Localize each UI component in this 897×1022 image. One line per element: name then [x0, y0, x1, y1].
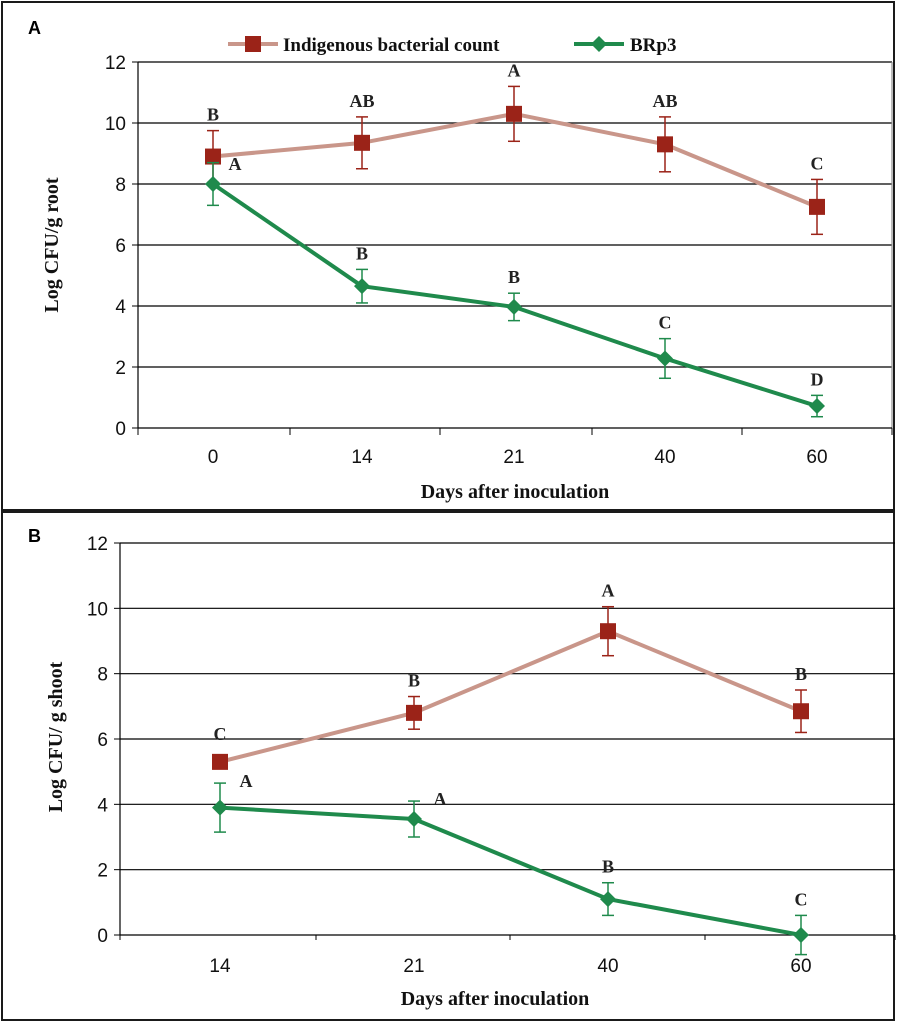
y-tick-label: 2 — [97, 861, 108, 882]
panel-label: B — [28, 526, 41, 546]
data-point — [406, 704, 422, 721]
x-tick-label: 21 — [403, 956, 424, 977]
data-point — [212, 799, 228, 816]
data-point — [657, 136, 673, 153]
series-line — [211, 182, 818, 408]
significance-letter: B — [508, 267, 520, 287]
data-point — [809, 198, 825, 215]
data-point — [600, 623, 616, 640]
data-point — [212, 753, 228, 770]
x-tick-label: 14 — [351, 447, 373, 468]
series-line — [219, 629, 802, 764]
significance-letter: B — [408, 671, 420, 691]
significance-letter: C — [659, 313, 672, 333]
y-axis-title: Log CFU/g root — [41, 177, 63, 313]
y-tick-label: 12 — [87, 534, 108, 555]
significance-letter: D — [811, 369, 824, 389]
y-tick-label: 2 — [115, 358, 126, 379]
panel-b: B 0 2 4 6 8 10 12 14 21 40 60 Days after inoculation… — [1, 511, 896, 1021]
series-brp3: A B B C D — [205, 154, 825, 418]
legend: Indigenous bacterial count BRp3 — [228, 35, 676, 56]
data-point — [506, 105, 522, 122]
data-point — [793, 703, 809, 720]
y-axis-title: Log CFU/ g shoot — [45, 661, 67, 812]
significance-letter: B — [795, 664, 807, 684]
significance-letter: A — [508, 60, 521, 80]
series-indigenous: B AB A AB C — [205, 60, 825, 236]
y-tick-label: 10 — [87, 599, 108, 620]
data-point — [657, 350, 673, 367]
significance-letter: C — [214, 724, 227, 744]
y-tick-label: 0 — [97, 926, 108, 947]
series-line — [219, 805, 802, 937]
y-tick-label: 4 — [97, 795, 108, 816]
legend-marker-indigenous — [245, 36, 261, 52]
panel-frame — [1, 1, 895, 511]
y-tick-label: 8 — [115, 175, 126, 196]
data-point — [205, 176, 221, 192]
series-indigenous: C B A B — [212, 581, 809, 770]
significance-letter: A — [602, 581, 615, 601]
data-point — [406, 811, 422, 828]
series-brp3: A A B C — [212, 771, 809, 956]
significance-letter: AB — [349, 91, 374, 111]
x-tick-label: 0 — [208, 447, 219, 468]
significance-letter: C — [811, 153, 824, 173]
x-tick-label: 40 — [654, 447, 675, 468]
x-tick-label: 60 — [806, 447, 827, 468]
data-point — [600, 891, 616, 908]
legend-label-brp3: BRp3 — [630, 35, 676, 56]
y-tick-label: 8 — [97, 665, 108, 686]
panel-label: A — [28, 18, 41, 38]
x-tick-label: 60 — [790, 956, 811, 977]
data-point — [793, 927, 809, 943]
x-tick-label: 40 — [597, 956, 618, 977]
significance-letter: AB — [652, 91, 677, 111]
significance-letter: C — [795, 889, 808, 909]
data-point — [809, 398, 825, 415]
legend-label-indigenous: Indigenous bacterial count — [283, 35, 500, 56]
data-point — [354, 278, 370, 295]
x-axis-title: Days after inoculation — [401, 988, 590, 1010]
y-tick-label: 12 — [105, 53, 126, 74]
panel-a: A 0 2 4 6 8 10 12 0 14 21 40 60 Days after inoculatio… — [1, 1, 895, 511]
y-tick-label: 10 — [105, 114, 126, 135]
y-tick-label: 6 — [97, 730, 108, 751]
y-tick-label: 6 — [115, 236, 126, 257]
significance-letter: A — [434, 789, 447, 809]
significance-letter: A — [240, 771, 253, 791]
series-line — [212, 111, 818, 209]
significance-letter: B — [356, 243, 368, 263]
y-tick-label: 0 — [115, 419, 126, 440]
x-tick-label: 21 — [503, 447, 524, 468]
y-tick-label: 4 — [115, 297, 126, 318]
data-point — [205, 148, 221, 165]
x-tick-label: 14 — [209, 956, 231, 977]
x-axis-title: Days after inoculation — [421, 481, 610, 503]
significance-letter: A — [229, 154, 242, 174]
data-point — [506, 298, 522, 315]
data-point — [354, 134, 370, 151]
panel-frame — [1, 511, 895, 1021]
significance-letter: B — [207, 105, 219, 125]
significance-letter: B — [602, 857, 614, 877]
legend-marker-brp3 — [591, 36, 607, 52]
